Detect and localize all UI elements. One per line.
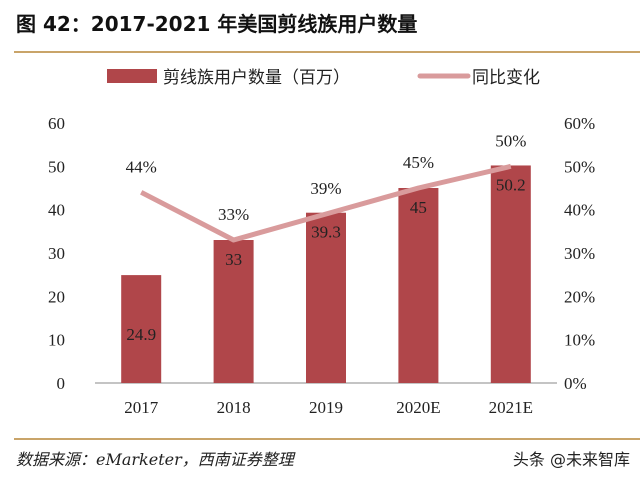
legend-bar-swatch [107,69,157,83]
right-tick-label: 10% [564,331,595,350]
right-tick-label: 30% [564,244,595,263]
line-data-label: 33% [218,205,249,224]
x-tick-label: 2018 [217,398,251,417]
bar [213,240,254,383]
right-tick-label: 50% [564,157,595,176]
x-tick-label: 2021E [489,398,533,417]
left-tick-label: 0 [57,374,66,393]
bar [398,188,439,383]
line-data-label: 45% [403,153,434,172]
bar-data-label: 39.3 [311,223,341,242]
legend-bar-label: 剪线族用户数量（百万） [163,68,350,88]
footer-divider [14,438,640,440]
bar-data-label: 24.9 [126,325,156,344]
bar-data-label: 33 [225,250,242,269]
line-data-label: 44% [126,157,157,176]
left-tick-label: 30 [48,244,65,263]
left-tick-label: 10 [48,331,65,350]
bar [490,165,531,383]
left-tick-label: 20 [48,287,65,306]
x-tick-label: 2017 [124,398,159,417]
right-tick-label: 20% [564,287,595,306]
figure-title: 图 42：2017-2021 年美国剪线族用户数量 [16,12,418,36]
source-note: 数据来源：eMarketer，西南证券整理 [16,450,294,469]
bar [306,212,346,383]
legend-line-label: 同比变化 [472,68,540,88]
title-divider [14,51,640,53]
right-tick-label: 40% [564,201,595,220]
x-tick-label: 2020E [396,398,440,417]
bar-data-label: 50.2 [496,175,526,194]
chart: 0 10 20 30 40 50 60 0% 10% 20% 30% 40% 50% 60% 2017 201… [48,68,595,417]
left-tick-label: 60 [48,114,65,133]
left-tick-label: 40 [48,201,65,220]
bar-data-label: 45 [410,198,427,217]
left-tick-label: 50 [48,157,65,176]
bar [121,275,162,383]
watermark: 头条 @未来智库 [512,450,630,469]
right-tick-label: 60% [564,114,595,133]
line-data-label: 50% [495,131,526,150]
right-tick-label: 0% [564,374,587,393]
line-data-label: 39% [310,179,341,198]
x-tick-label: 2019 [309,398,343,417]
